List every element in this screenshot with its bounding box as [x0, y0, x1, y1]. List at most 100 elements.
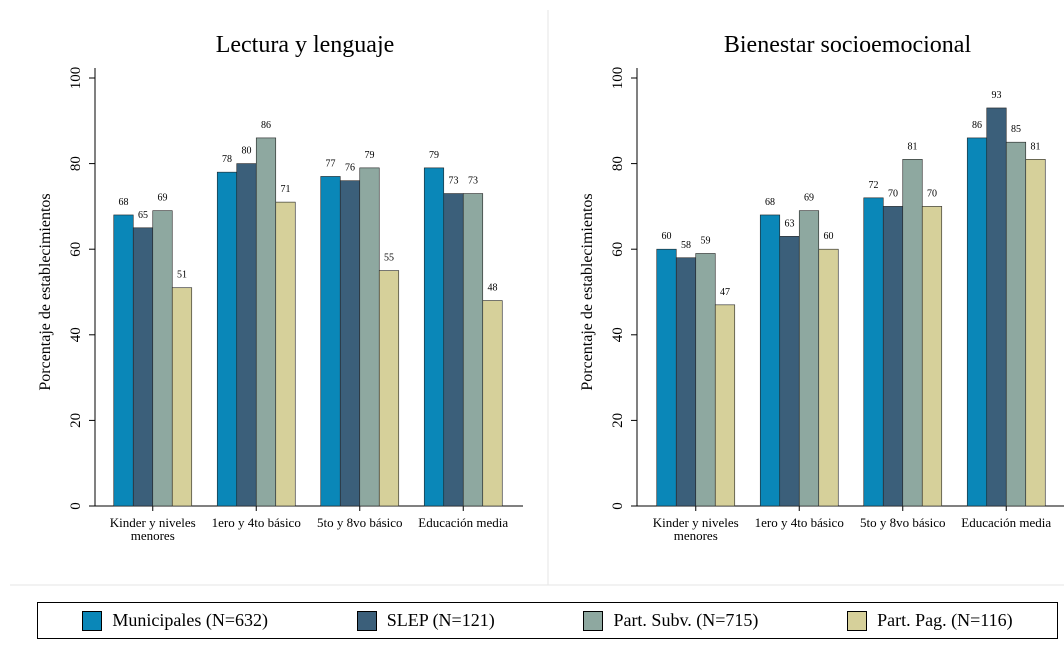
bar	[863, 197, 884, 507]
value-label: 59	[701, 235, 711, 246]
bar	[359, 167, 380, 507]
value-label: 77	[326, 158, 336, 169]
bar	[1025, 159, 1046, 507]
value-label: 72	[869, 180, 879, 191]
bar	[216, 171, 238, 507]
value-label: 81	[908, 141, 918, 152]
bar	[1005, 141, 1027, 507]
y-tick-label: 20	[610, 413, 626, 428]
bar	[320, 176, 341, 507]
legend-swatch	[356, 610, 377, 631]
bar	[275, 201, 296, 507]
legend-item: SLEP (N=121)	[356, 610, 495, 631]
value-label: 73	[449, 176, 459, 187]
x-tick-label: 5to y 8vo básico	[859, 515, 946, 530]
value-label: 65	[138, 210, 148, 221]
bar	[921, 206, 943, 507]
value-label: 71	[281, 184, 291, 195]
value-label: 86	[261, 120, 271, 131]
bar	[255, 137, 277, 507]
bar	[482, 300, 503, 507]
legend-label: SLEP (N=121)	[386, 610, 495, 630]
legend-swatch	[82, 610, 103, 631]
value-label: 68	[765, 197, 775, 208]
x-tick-label: Educación media	[961, 515, 1052, 530]
value-label: 69	[158, 193, 168, 204]
legend: Municipales (N=632) SLEP (N=121) Part. Sub…	[37, 602, 1058, 639]
y-tick-label: 80	[610, 156, 626, 171]
value-label: 60	[662, 231, 672, 242]
y-tick-label: 80	[68, 156, 84, 171]
bar	[759, 214, 781, 507]
bar	[423, 167, 445, 507]
y-tick-label: 20	[68, 413, 84, 428]
legend-label: Part. Subv. (N=715)	[613, 610, 759, 630]
value-label: 81	[1031, 141, 1041, 152]
value-label: 60	[824, 231, 834, 242]
value-label: 93	[992, 90, 1002, 101]
value-label: 79	[429, 150, 439, 161]
value-label: 68	[119, 197, 129, 208]
value-label: 51	[177, 270, 187, 281]
legend-item: Part. Subv. (N=715)	[583, 610, 758, 631]
value-label: 48	[488, 283, 498, 294]
bar	[171, 287, 193, 507]
y-tick-label: 0	[68, 502, 84, 510]
value-label: 58	[681, 240, 691, 251]
value-label: 63	[785, 218, 795, 229]
bar	[986, 107, 1007, 507]
y-tick-label: 40	[610, 327, 626, 342]
value-label: 85	[1011, 124, 1021, 135]
value-label: 70	[927, 188, 937, 199]
value-label: 76	[345, 163, 355, 174]
x-tick-label: 1ero y 4to básico	[754, 515, 844, 530]
x-tick-label: 1ero y 4to básico	[211, 515, 301, 530]
x-tick-label: Kinder y niveles menores	[109, 515, 196, 543]
legend-item: Municipales (N=632)	[82, 610, 268, 631]
value-label: 86	[972, 120, 982, 131]
legend-label: Part. Pag. (N=116)	[877, 610, 1013, 630]
legend-swatch	[583, 610, 604, 631]
value-label: 70	[888, 188, 898, 199]
bar	[132, 227, 154, 507]
bar	[779, 236, 800, 507]
y-tick-label: 60	[68, 242, 84, 257]
y-axis-label: Porcentaje de establecimientos	[37, 193, 54, 390]
y-axis-label: Porcentaje de establecimientos	[579, 193, 596, 390]
x-tick-label: Educación media	[418, 515, 509, 530]
y-tick-label: 0	[610, 502, 626, 510]
legend-label: Municipales (N=632)	[112, 610, 268, 630]
bar	[339, 180, 361, 507]
y-tick-label: 40	[68, 327, 84, 342]
value-label: 55	[384, 253, 394, 264]
bar	[818, 248, 839, 507]
y-tick-label: 60	[610, 242, 626, 257]
value-label: 80	[242, 146, 252, 157]
bar	[695, 253, 716, 507]
y-tick-label: 100	[610, 67, 626, 90]
bar	[966, 137, 988, 507]
y-tick-label: 100	[68, 67, 84, 90]
bar	[462, 193, 484, 507]
bar	[714, 304, 736, 507]
bar	[902, 159, 923, 507]
chart-title: Lectura y lenguaje	[216, 32, 395, 58]
value-label: 73	[468, 176, 478, 187]
bar	[882, 206, 904, 507]
legend-item: Part. Pag. (N=116)	[847, 610, 1013, 631]
bar	[113, 214, 134, 507]
value-label: 78	[222, 154, 232, 165]
bar	[656, 248, 677, 507]
bar	[378, 270, 400, 507]
bar	[675, 257, 697, 507]
value-label: 69	[804, 193, 814, 204]
bar	[152, 210, 173, 507]
bar	[798, 210, 820, 507]
value-label: 79	[365, 150, 375, 161]
chart-title: Bienestar socioemocional	[724, 32, 972, 58]
value-label: 47	[720, 287, 730, 298]
legend-swatch	[847, 610, 868, 631]
bar	[443, 193, 464, 507]
x-tick-label: Kinder y niveles menores	[652, 515, 739, 543]
